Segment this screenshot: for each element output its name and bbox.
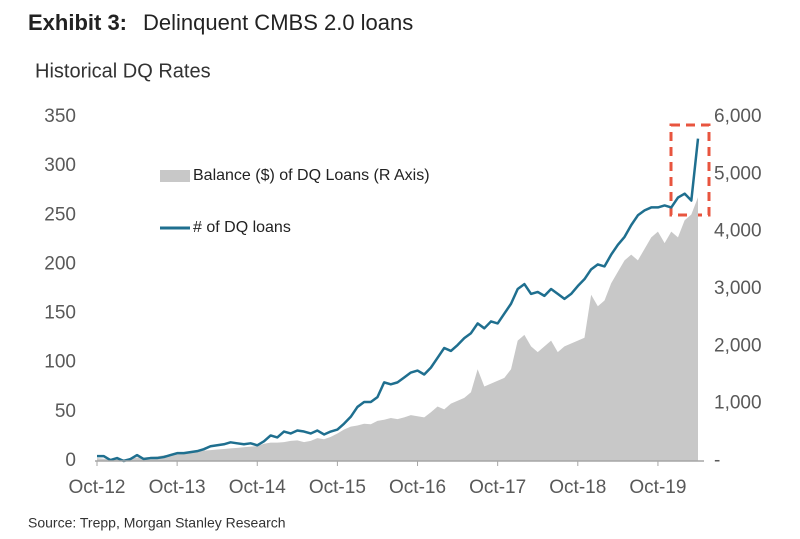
legend-label: # of DQ loans: [193, 219, 291, 236]
y-tick-label: 0: [65, 450, 76, 471]
x-tick-label: Oct-13: [149, 477, 206, 498]
legend-swatch: [160, 170, 190, 182]
x-tick-label: Oct-18: [549, 477, 606, 498]
y-tick-label: 250: [44, 204, 76, 225]
x-tick-label: Oct-14: [229, 477, 286, 498]
y2-tick-label: 2,000: [714, 335, 762, 356]
x-tick-label: Oct-16: [389, 477, 446, 498]
source-note: Source: Trepp, Morgan Stanley Research: [28, 515, 286, 531]
y2-tick-label: 1,000: [714, 393, 762, 414]
y2-tick-label: 3,000: [714, 278, 762, 299]
y-tick-label: 200: [44, 253, 76, 274]
y-tick-label: 50: [55, 401, 76, 422]
exhibit-label: Exhibit 3:: [28, 10, 127, 35]
y2-tick-label: 4,000: [714, 221, 762, 242]
y2-tick-label: -: [714, 450, 720, 471]
x-tick-label: Oct-17: [469, 477, 526, 498]
y2-tick-label: 6,000: [714, 106, 762, 127]
y-tick-label: 300: [44, 155, 76, 176]
y-tick-label: 350: [44, 106, 76, 127]
x-tick-label: Oct-15: [309, 477, 366, 498]
chart-subtitle: Historical DQ Rates: [35, 60, 211, 82]
highlight-box: [669, 123, 711, 217]
y-tick-label: 100: [44, 352, 76, 373]
x-tick-label: Oct-19: [629, 477, 686, 498]
y2-tick-label: 5,000: [714, 163, 762, 184]
line: [97, 138, 700, 463]
chart-title: Delinquent CMBS 2.0 loans: [143, 10, 413, 35]
y-tick-label: 150: [44, 303, 76, 324]
legend-label: Balance ($) of DQ Loans (R Axis): [193, 167, 430, 184]
x-tick-label: Oct-12: [68, 477, 125, 498]
area: [97, 197, 698, 461]
